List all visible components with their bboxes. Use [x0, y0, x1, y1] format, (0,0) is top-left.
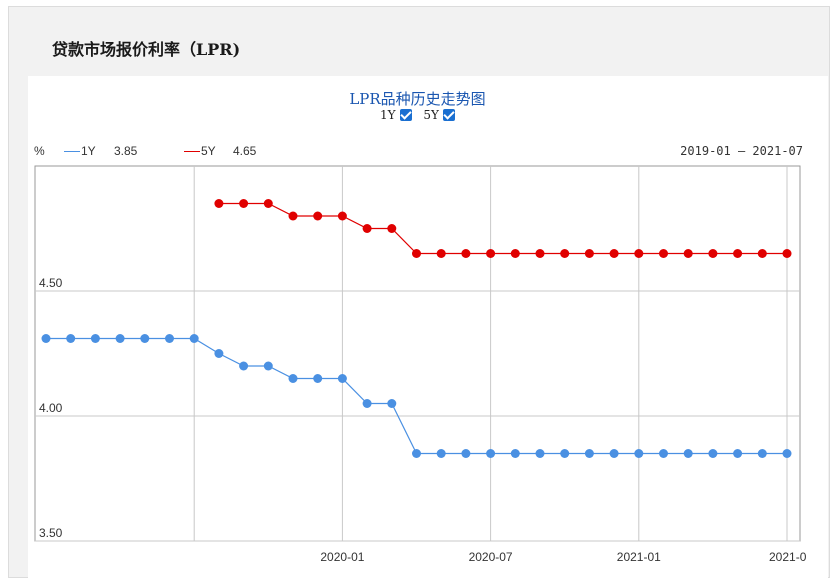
legend-5y-label: 5Y: [201, 144, 216, 158]
toggle-5y[interactable]: 5Y: [423, 108, 455, 122]
data-point-5y: [486, 249, 496, 258]
x-tick-label: 2021-01: [617, 550, 661, 564]
data-point-5y: [659, 249, 668, 258]
data-point-1y: [239, 361, 249, 371]
series-line-1y: [46, 337, 787, 455]
data-point-5y: [683, 249, 693, 258]
toggle-1y-checkbox[interactable]: [399, 109, 412, 121]
series-line-5y: [218, 202, 787, 255]
toggle-1y[interactable]: 1Y: [380, 108, 412, 122]
data-point-1y: [214, 349, 224, 358]
data-point-1y: [757, 449, 767, 458]
data-point-1y: [362, 399, 372, 408]
data-point-1y: [782, 449, 792, 458]
data-point-1y: [609, 449, 619, 458]
x-tick-label: 2020-01: [320, 550, 364, 564]
data-point-5y: [239, 199, 249, 208]
data-point-1y: [486, 449, 496, 458]
x-tick-label: 2020-07: [469, 550, 513, 564]
x-tick-label: 2021-0: [769, 550, 807, 564]
data-point-5y: [609, 249, 619, 258]
data-point-1y: [115, 334, 125, 343]
data-point-1y: [288, 374, 298, 383]
toggle-1y-label: 1Y: [380, 108, 396, 122]
data-point-1y: [41, 334, 51, 343]
data-point-1y: [436, 449, 446, 458]
data-point-1y: [461, 449, 471, 458]
data-point-1y: [535, 449, 545, 458]
data-point-5y: [733, 249, 743, 258]
data-point-5y: [584, 249, 594, 258]
data-point-1y: [683, 449, 693, 458]
data-point-1y: [733, 449, 743, 458]
data-point-1y: [263, 361, 273, 371]
data-point-1y: [412, 449, 421, 458]
y-tick-label: 4.50: [39, 276, 63, 290]
date-range: 2019-01 – 2021-07: [680, 144, 803, 158]
data-point-1y: [708, 449, 718, 458]
data-point-1y: [165, 334, 174, 343]
data-point-1y: [189, 334, 199, 343]
data-point-5y: [510, 249, 520, 258]
data-point-5y: [535, 249, 545, 258]
legend-5y-swatch: [184, 151, 200, 152]
data-point-5y: [362, 224, 372, 233]
data-point-5y: [782, 249, 792, 258]
data-point-5y: [313, 211, 323, 221]
chart-panel: [28, 76, 828, 578]
legend-1y-value: 3.85: [114, 144, 138, 158]
data-point-5y: [263, 199, 273, 208]
data-point-5y: [387, 224, 397, 233]
data-point-1y: [560, 449, 570, 458]
data-point-1y: [584, 449, 594, 458]
legend-5y-value: 4.65: [233, 144, 257, 158]
data-point-5y: [214, 199, 224, 208]
data-point-5y: [634, 249, 644, 258]
data-point-5y: [337, 211, 347, 221]
data-point-1y: [337, 374, 347, 383]
data-point-5y: [461, 249, 471, 258]
data-point-1y: [510, 449, 520, 458]
data-point-1y: [313, 374, 323, 383]
data-point-5y: [757, 249, 767, 258]
series-toggles: 1Y 5Y: [0, 108, 835, 122]
data-point-5y: [436, 249, 446, 258]
data-point-1y: [140, 334, 150, 343]
legend-1y-label: 1Y: [81, 144, 96, 158]
y-tick-label: 3.50: [39, 526, 63, 540]
toggle-5y-label: 5Y: [423, 108, 439, 122]
data-point-1y: [66, 334, 76, 343]
chart-title: LPR品种历史走势图: [349, 90, 486, 108]
data-point-5y: [288, 211, 298, 221]
data-point-5y: [412, 249, 421, 258]
data-point-1y: [634, 449, 644, 458]
toggle-5y-checkbox[interactable]: [442, 109, 455, 121]
data-point-1y: [90, 334, 100, 343]
legend-1y-swatch: [64, 151, 80, 152]
data-point-5y: [560, 249, 570, 258]
unit-label: %: [34, 144, 45, 158]
data-point-1y: [659, 449, 668, 458]
data-point-1y: [387, 399, 397, 408]
plot-frame: [34, 165, 801, 542]
page-title: 贷款市场报价利率（LPR): [52, 40, 241, 59]
data-point-5y: [708, 249, 718, 258]
y-tick-label: 4.00: [39, 401, 63, 415]
